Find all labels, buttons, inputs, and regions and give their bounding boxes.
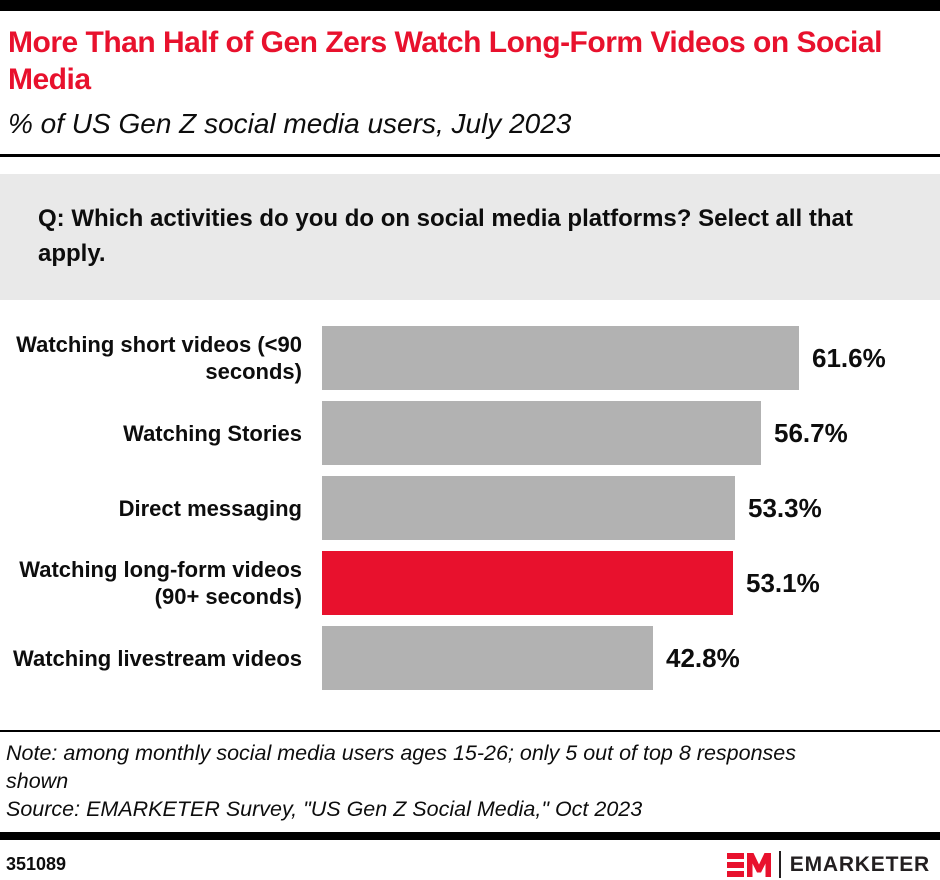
bar-chart: Watching short videos (<90 seconds) 61.6… (0, 326, 940, 690)
bar-category-label: Watching Stories (123, 420, 302, 446)
bar-value-label: 42.8% (666, 642, 740, 673)
notes-section: Note: among monthly social media users a… (0, 732, 940, 823)
bar-area: 56.7% (322, 401, 940, 465)
chart-id: 351089 (6, 854, 67, 874)
bar-value-label: 56.7% (774, 417, 848, 448)
bar-row: Direct messaging 53.3% (0, 476, 940, 540)
bar-category-label: Watching long-form videos (90+ seconds) (19, 557, 302, 609)
emarketer-monogram-icon (726, 852, 771, 877)
bar-category-label: Watching livestream videos (13, 645, 302, 671)
bar-row: Watching livestream videos 42.8% (0, 626, 940, 690)
bar-row: Watching short videos (<90 seconds) 61.6… (0, 326, 940, 390)
top-black-bar (0, 0, 940, 11)
bottom-black-bar (0, 832, 940, 840)
emarketer-wordmark: EMARKETER (789, 852, 930, 876)
bar (322, 326, 799, 390)
bar (322, 476, 735, 540)
bar-category-label: Watching short videos (<90 seconds) (16, 332, 302, 384)
emarketer-logo: EMARKETER (726, 851, 930, 878)
bar-area: 53.3% (322, 476, 940, 540)
bar-area: 53.1% (322, 551, 940, 615)
chart-title: More Than Half of Gen Zers Watch Long-Fo… (8, 26, 882, 96)
bar-area: 42.8% (322, 626, 940, 690)
note-text: Note: among monthly social media users a… (6, 741, 796, 793)
bar (322, 626, 653, 690)
bar (322, 401, 761, 465)
survey-question-text: Q: Which activities do you do on social … (38, 205, 853, 267)
bar (322, 551, 733, 615)
header-divider (0, 154, 940, 157)
chart-subtitle: % of US Gen Z social media users, July 2… (8, 108, 572, 139)
bar-row: Watching Stories 56.7% (0, 401, 940, 465)
chart-header: More Than Half of Gen Zers Watch Long-Fo… (0, 11, 940, 141)
bar-value-label: 53.1% (746, 567, 820, 598)
bar-category-label: Direct messaging (118, 495, 302, 521)
bar-area: 61.6% (322, 326, 940, 390)
source-text: Source: EMARKETER Survey, "US Gen Z Soci… (6, 797, 643, 821)
notes-divider (0, 730, 940, 732)
logo-divider (778, 851, 781, 878)
bar-row: Watching long-form videos (90+ seconds) … (0, 551, 940, 615)
bar-value-label: 61.6% (812, 342, 886, 373)
bar-value-label: 53.3% (748, 492, 822, 523)
survey-question-box: Q: Which activities do you do on social … (0, 174, 940, 300)
chart-footer: 351089 EMARKETER (0, 840, 940, 878)
